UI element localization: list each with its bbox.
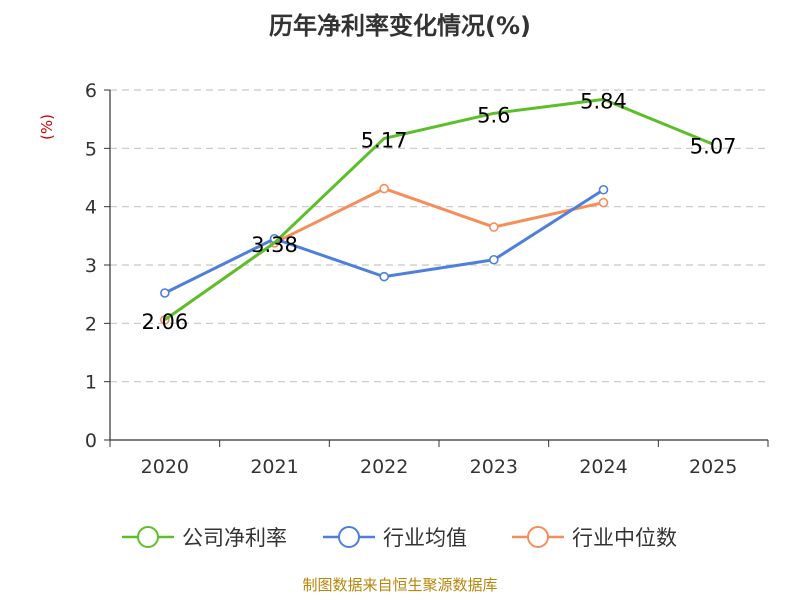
y-tick-labels: 0 1 2 3 4 5 6 — [85, 80, 97, 452]
series-3-marker — [598, 197, 609, 208]
series-3-marker — [489, 222, 499, 232]
series-lines — [160, 97, 714, 325]
legend-label-1: 公司净利率 — [182, 526, 287, 550]
y-tick-label: 3 — [85, 255, 97, 277]
series-2-marker — [160, 288, 170, 298]
y-tick-label: 6 — [85, 80, 97, 102]
x-tick-label: 2025 — [689, 456, 737, 478]
data-label: 5.84 — [580, 89, 627, 113]
series-line-1 — [163, 97, 714, 322]
x-tick-label: 2021 — [250, 456, 298, 478]
x-tick-label: 2022 — [360, 456, 408, 478]
source-footer: 制图数据来自恒生聚源数据库 — [302, 576, 497, 594]
legend: 公司净利率 行业均值 行业中位数 — [122, 526, 677, 550]
series-line-3 — [163, 187, 604, 322]
legend-marker-3 — [527, 526, 549, 548]
y-tick-label: 2 — [85, 313, 97, 335]
y-tick-label: 5 — [85, 138, 97, 160]
series-3-marker — [379, 183, 389, 194]
y-tick-label: 1 — [85, 372, 97, 394]
data-label: 5.17 — [361, 128, 408, 152]
x-tick-label: 2024 — [579, 456, 627, 478]
legend-label-3: 行业中位数 — [572, 526, 677, 550]
grid-lines — [110, 89, 768, 383]
x-tick-label: 2023 — [470, 456, 518, 478]
series-2-marker — [598, 184, 609, 195]
y-tick-label: 0 — [85, 430, 97, 452]
legend-marker-1 — [137, 526, 159, 548]
data-label: 2.06 — [141, 310, 188, 334]
y-axis-unit-label: (%) — [38, 114, 56, 140]
x-tick-label: 2020 — [141, 456, 189, 478]
legend-marker-2 — [338, 526, 360, 548]
data-label: 5.6 — [477, 103, 510, 127]
data-label: 5.07 — [690, 134, 737, 158]
x-tick-labels: 2020 2021 2022 2023 2024 2025 — [141, 456, 738, 478]
series-2-marker — [379, 271, 389, 282]
series-2-marker — [489, 254, 499, 265]
axes — [104, 89, 769, 447]
data-labels: 2.06 3.38 5.17 5.6 5.84 5.07 — [141, 89, 736, 334]
chart-title: 历年净利率变化情况(%) — [269, 12, 531, 40]
data-label: 3.38 — [251, 233, 298, 257]
legend-label-2: 行业均值 — [383, 526, 467, 550]
y-tick-label: 4 — [85, 197, 97, 219]
